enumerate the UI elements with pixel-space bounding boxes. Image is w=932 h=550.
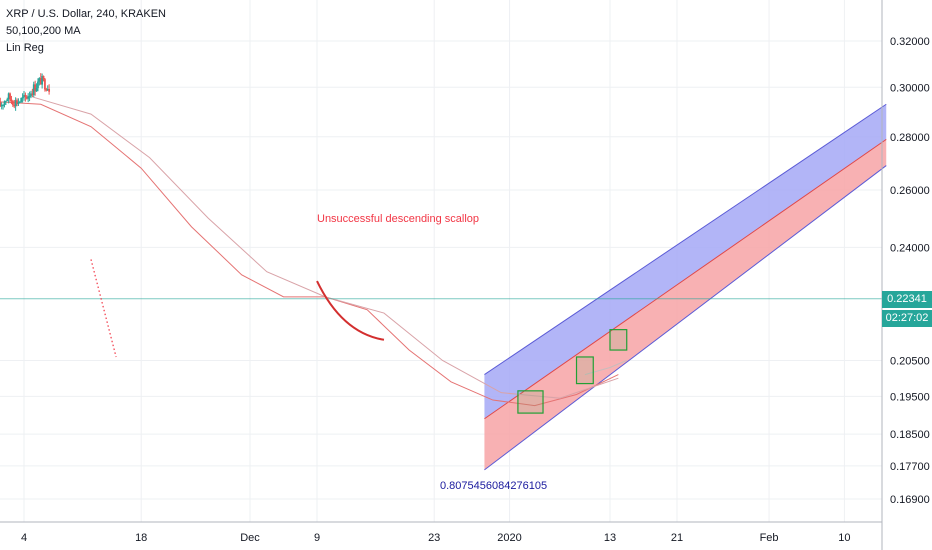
- candle-body: [38, 78, 41, 82]
- time-axis-tick: 9: [314, 532, 320, 544]
- time-axis[interactable]: 4 18 Dec 9 23 2020 13 21 Feb 10: [0, 521, 882, 544]
- candle-body: [7, 93, 10, 100]
- candle-body: [4, 101, 7, 103]
- regression-channel-lower: [484, 139, 887, 470]
- pattern-box: [575, 356, 594, 385]
- candle-body: [13, 104, 16, 107]
- price-axis-tick: 0.18500: [890, 429, 930, 441]
- regression-upper-line: [484, 103, 887, 376]
- regression-channel-upper: [484, 104, 887, 419]
- price-axis-tick: 0.26000: [890, 185, 930, 197]
- price-axis-tick: 0.32000: [890, 36, 930, 48]
- time-axis-tick: 23: [428, 532, 440, 544]
- candle-body: [34, 84, 37, 92]
- candle-body: [31, 93, 34, 96]
- candle-body: [18, 101, 21, 103]
- time-axis-tick: 10: [838, 532, 850, 544]
- candle-body: [21, 97, 24, 99]
- price-axis-tick: 0.30000: [890, 82, 930, 94]
- candle-body: [23, 95, 25, 98]
- scallop-annotation: Unsuccessful descending scallop: [317, 213, 479, 225]
- current-price-tag: 0.22341: [882, 291, 932, 308]
- time-axis-tick: 13: [604, 532, 616, 544]
- candle-body: [24, 95, 27, 97]
- time-axis-tick: 21: [671, 532, 683, 544]
- time-axis-tick: 4: [21, 532, 27, 544]
- scallop-curve: [316, 280, 385, 341]
- chart-legend: XRP / U.S. Dollar, 240, KRAKEN 50,100,20…: [6, 6, 166, 57]
- countdown-tag: 02:27:02: [882, 310, 932, 327]
- candle-body: [3, 101, 6, 105]
- annotations: Unsuccessful descending scallop 0.8075456…: [0, 213, 882, 492]
- price-axis-tick: 0.17700: [890, 461, 930, 473]
- dotted-trend-line: [90, 259, 117, 358]
- price-axis-tick: 0.20500: [890, 355, 930, 367]
- candle-body: [17, 102, 20, 104]
- candle-body: [48, 89, 51, 92]
- regression-lower-line: [484, 165, 887, 471]
- price-axis-tick: 0.19500: [890, 391, 930, 403]
- candle-body: [37, 81, 39, 89]
- candle-body: [30, 93, 32, 97]
- candle-body: [45, 89, 48, 91]
- time-axis-tick: 18: [135, 532, 147, 544]
- candles: [0, 73, 51, 111]
- candle-body: [27, 96, 30, 99]
- time-axis-tick: Feb: [760, 532, 779, 544]
- candle-body: [20, 97, 23, 102]
- price-axis[interactable]: 0.32000 0.30000 0.28000 0.26000 0.24000 0.205…: [881, 0, 930, 550]
- candle-body: [25, 96, 28, 99]
- symbol-label[interactable]: XRP / U.S. Dollar, 240, KRAKEN: [6, 8, 166, 20]
- pattern-box: [609, 329, 628, 351]
- candle-body: [16, 100, 18, 104]
- candle-body: [0, 104, 3, 107]
- candle-body: [35, 88, 38, 92]
- pattern-box: [517, 390, 544, 414]
- candle-body: [6, 99, 9, 102]
- candle-body: [11, 101, 14, 105]
- candle-body: [44, 79, 46, 90]
- candle-body: [41, 75, 44, 85]
- price-axis-tick: 0.24000: [890, 242, 930, 254]
- regression-mid-line: [484, 138, 887, 420]
- candle-body: [32, 84, 35, 96]
- price-axis-tick: 0.28000: [890, 132, 930, 144]
- candle-body: [10, 99, 13, 102]
- candle-body: [46, 89, 49, 91]
- candle-body: [2, 104, 4, 106]
- candle-body: [28, 96, 31, 98]
- ma-indicator-label[interactable]: 50,100,200 MA: [6, 25, 81, 37]
- pearson-label: 0.8075456084276105: [440, 480, 547, 492]
- candle-body: [42, 75, 45, 80]
- linreg-indicator-label[interactable]: Lin Reg: [6, 42, 44, 54]
- chart-overlays: [484, 103, 887, 471]
- candle-body: [39, 78, 42, 85]
- candle-body: [0, 102, 2, 107]
- time-axis-tick: 2020: [497, 532, 521, 544]
- time-axis-tick: Dec: [240, 532, 260, 544]
- candle-body: [14, 100, 17, 107]
- price-axis-tick: 0.16900: [890, 494, 930, 506]
- candle-body: [9, 93, 11, 100]
